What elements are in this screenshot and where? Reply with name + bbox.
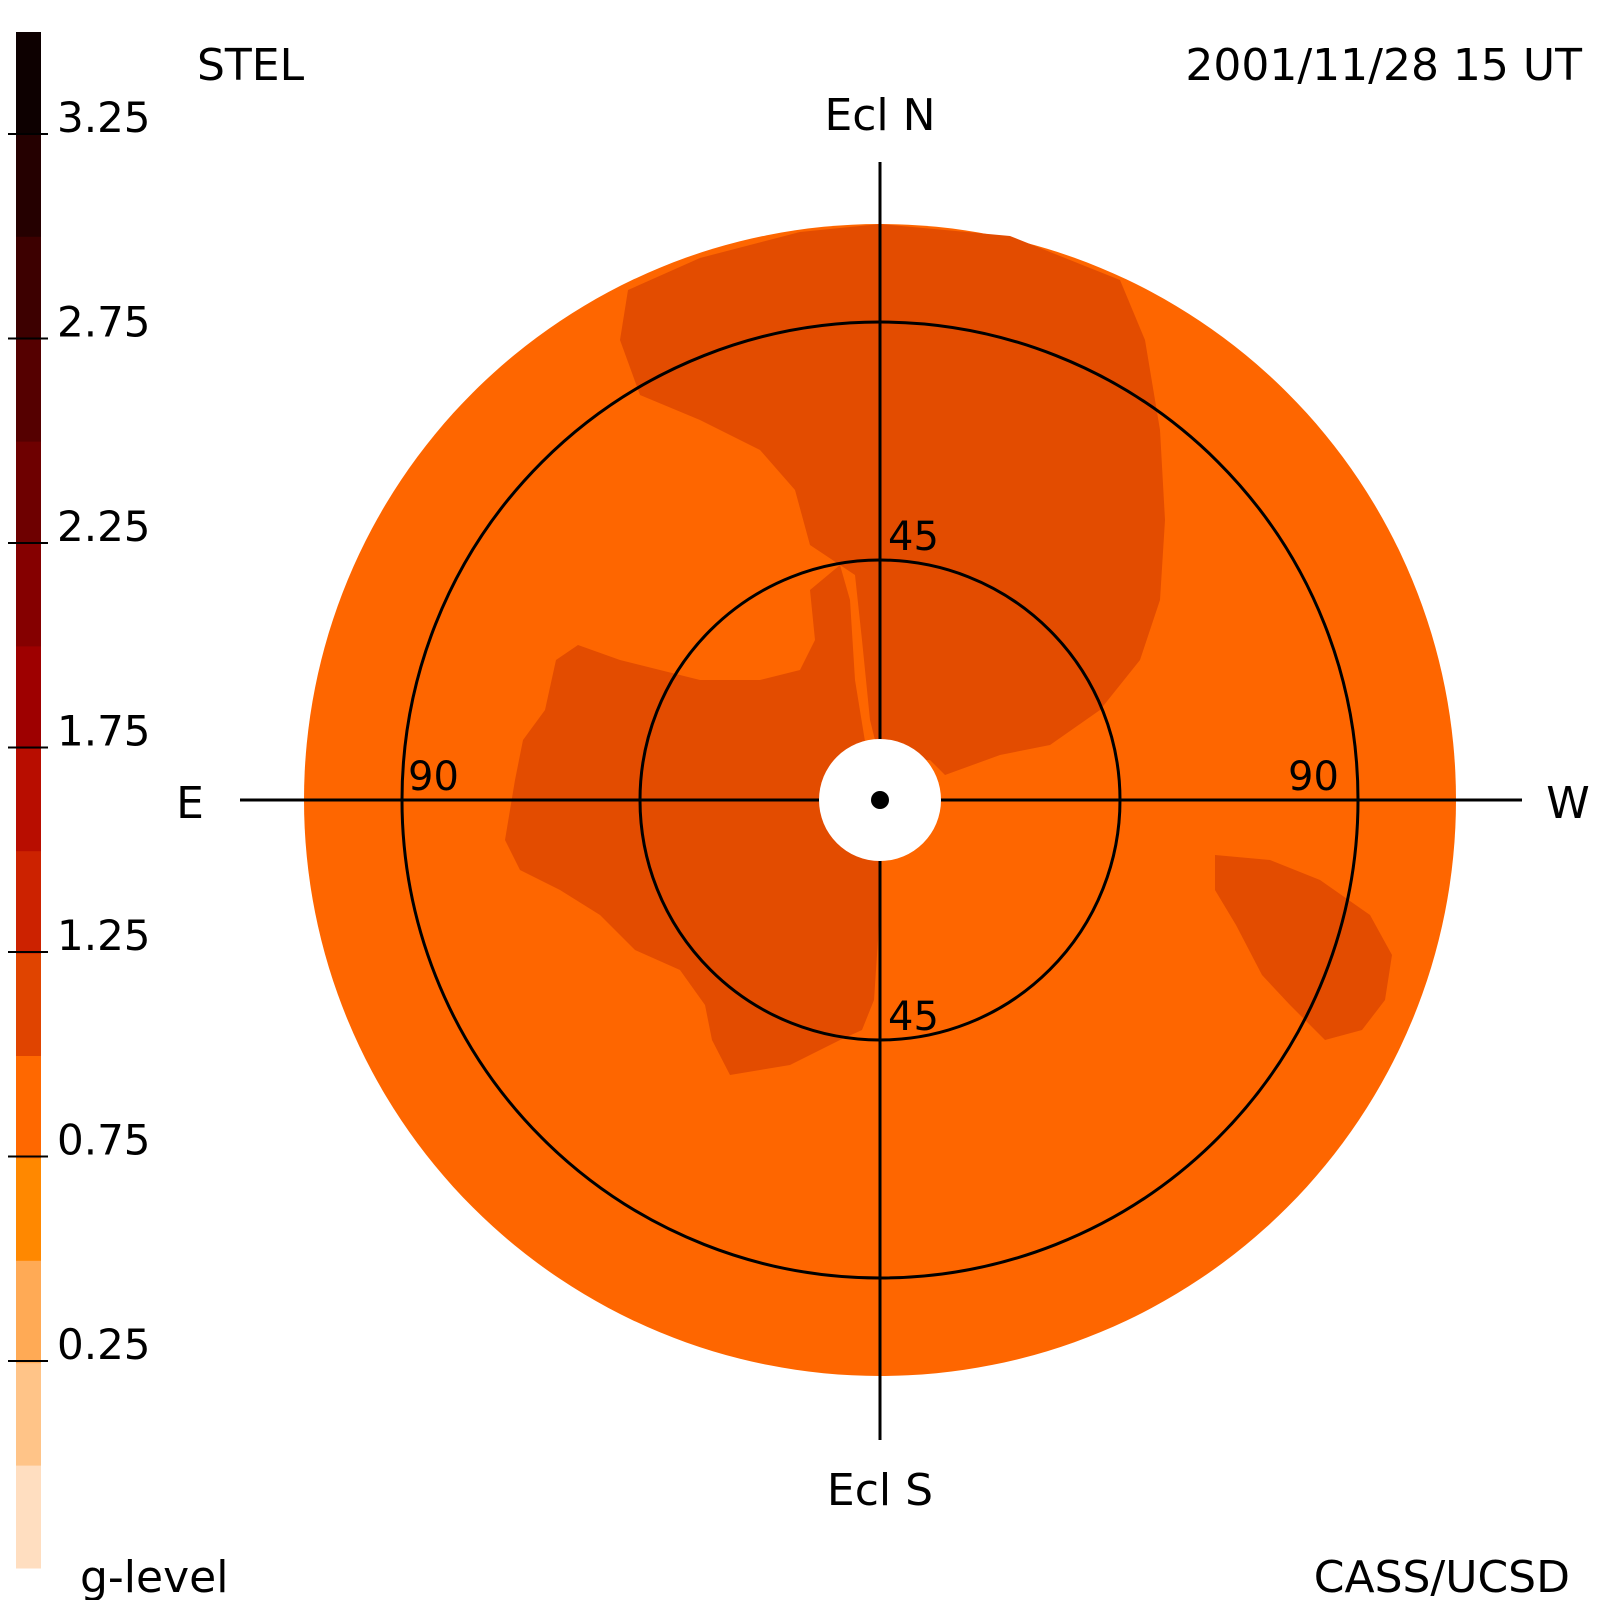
color-scale-band [16, 1363, 41, 1467]
color-scale-band [16, 134, 41, 238]
outer-ring-label-left: 90 [408, 754, 459, 800]
color-scale-band [16, 32, 41, 135]
color-scale-bar [16, 32, 41, 1569]
west-direction-label: W [1546, 778, 1590, 829]
color-scale-band [16, 1056, 41, 1159]
color-scale-band [16, 339, 41, 443]
color-scale-tick-label: 0.25 [57, 1320, 151, 1369]
color-scale-band [16, 544, 41, 647]
color-scale-band [16, 748, 41, 852]
south-direction-label: Ecl S [827, 1465, 933, 1516]
color-scale-band [16, 953, 41, 1057]
timestamp-label: 2001/11/28 15 UT [1185, 40, 1582, 91]
credit-label: CASS/UCSD [1314, 1552, 1570, 1600]
color-scale-ticks: 3.25 2.75 2.25 1.75 1.25 0.75 0.25 [8, 93, 151, 1369]
outer-ring-label-right: 90 [1288, 754, 1339, 800]
color-scale-band [16, 1260, 41, 1364]
color-scale-band [16, 1465, 41, 1569]
color-scale-tick-label: 2.75 [57, 298, 151, 347]
color-scale-tick-label: 2.25 [57, 502, 151, 551]
color-scale-band [16, 646, 41, 750]
north-direction-label: Ecl N [824, 90, 935, 141]
enhanced-level-region [620, 224, 1165, 775]
color-scale-tick-label: 1.25 [57, 911, 151, 960]
station-label: STEL [197, 40, 305, 91]
sun-marker [871, 791, 889, 809]
inner-ring-label-bottom: 45 [888, 994, 939, 1040]
color-scale-tick-label: 0.75 [57, 1116, 151, 1165]
color-scale-band [16, 1158, 41, 1262]
color-scale-band [16, 851, 41, 955]
east-direction-label: E [176, 778, 204, 829]
color-scale-band [16, 236, 41, 340]
color-scale-tick-label: 3.25 [57, 93, 151, 142]
scale-title: g-level [80, 1552, 228, 1600]
color-scale-tick-label: 1.75 [57, 707, 151, 756]
inner-ring-label-top: 45 [888, 514, 939, 560]
sky-disk [240, 162, 1522, 1440]
color-scale-band [16, 441, 41, 545]
enhanced-level-region [505, 565, 880, 1075]
